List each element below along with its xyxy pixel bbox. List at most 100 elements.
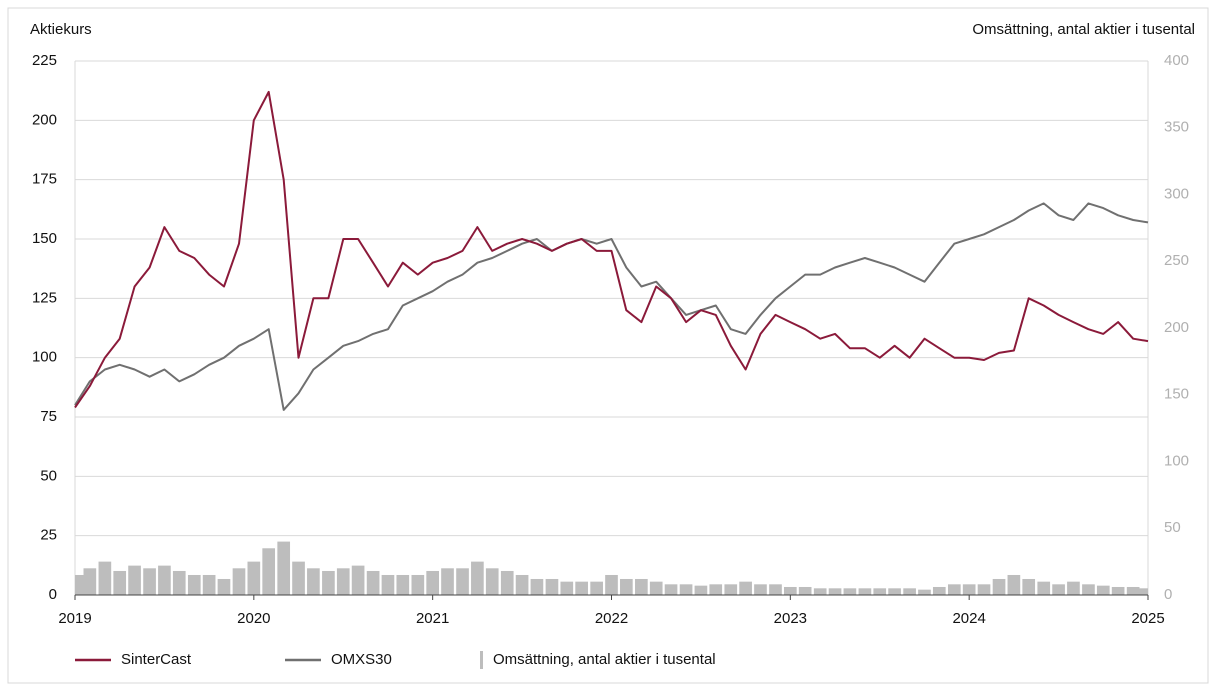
y-tick-label: 150: [32, 230, 57, 247]
x-tick-label: 2022: [595, 610, 628, 627]
y2-tick-label: 0: [1164, 586, 1172, 603]
y-tick-label: 200: [32, 111, 57, 128]
volume-bar: [485, 568, 499, 595]
volume-bar: [292, 561, 305, 595]
y2-tick-label: 100: [1164, 452, 1189, 469]
x-tick-label: 2024: [952, 610, 985, 627]
legend-swatch: [480, 651, 483, 669]
legend-label: SinterCast: [121, 651, 192, 668]
y2-tick-label: 50: [1164, 519, 1181, 536]
volume-bar: [620, 578, 633, 595]
legend-label: Omsättning, antal aktier i tusental: [493, 651, 716, 668]
volume-bar: [888, 588, 901, 595]
volume-bar: [739, 581, 752, 595]
volume-bar: [1126, 586, 1140, 595]
y2-axis-label: Omsättning, antal aktier i tusental: [972, 21, 1195, 38]
volume-bar: [783, 586, 797, 595]
volume-bar: [1037, 581, 1051, 595]
volume-bar: [187, 574, 201, 595]
volume-bar: [694, 585, 708, 595]
y2-tick-label: 400: [1164, 52, 1189, 69]
volume-bar: [575, 581, 588, 595]
volume-bar: [590, 581, 603, 595]
y2-tick-label: 300: [1164, 185, 1189, 202]
y-tick-label: 125: [32, 289, 57, 306]
y2-tick-label: 250: [1164, 252, 1189, 269]
volume-bar: [441, 568, 454, 595]
y-tick-label: 225: [32, 52, 57, 69]
volume-bar: [158, 565, 171, 595]
volume-bar: [977, 584, 991, 595]
volume-bar: [143, 568, 156, 595]
volume-bar: [664, 584, 678, 595]
volume-bar: [605, 574, 618, 595]
x-tick-label: 2025: [1131, 610, 1164, 627]
x-tick-label: 2020: [237, 610, 270, 627]
volume-bar: [98, 561, 112, 595]
y-tick-label: 25: [40, 527, 57, 544]
volume-bar: [1067, 581, 1080, 595]
volume-bar: [1082, 584, 1095, 595]
price-line: [74, 90, 1149, 409]
volume-bar: [903, 588, 916, 595]
volume-bar: [277, 541, 291, 595]
volume-bar: [828, 588, 842, 595]
volume-bar: [411, 574, 425, 595]
volume-bar: [947, 584, 961, 595]
volume-bar: [1022, 578, 1036, 595]
y-axis-label: Aktiekurs: [30, 21, 92, 38]
volume-bar: [381, 574, 395, 595]
volume-bar: [366, 570, 380, 595]
volume-bar: [649, 581, 663, 595]
volume-bar: [635, 578, 648, 595]
y-tick-label: 175: [32, 171, 57, 188]
volume-bar: [351, 565, 365, 595]
volume-bar: [1111, 586, 1125, 595]
x-tick-label: 2023: [774, 610, 807, 627]
volume-bar: [813, 588, 827, 595]
volume-bar: [322, 570, 335, 595]
y2-tick-label: 150: [1164, 386, 1189, 403]
volume-bar: [172, 570, 186, 595]
volume-bar: [113, 570, 127, 595]
volume-bar: [83, 568, 97, 595]
volume-bar: [471, 561, 484, 595]
x-tick-label: 2021: [416, 610, 449, 627]
volume-bar: [962, 584, 976, 595]
volume-bar: [515, 574, 529, 595]
volume-bar: [128, 565, 141, 595]
volume-bar: [232, 568, 246, 595]
volume-bar: [307, 568, 320, 595]
volume-bar: [992, 578, 1006, 595]
volume-bar: [530, 578, 544, 595]
volume-bar: [1052, 584, 1065, 595]
volume-bar: [843, 588, 857, 595]
y2-tick-label: 200: [1164, 319, 1189, 336]
volume-bar: [456, 568, 469, 595]
volume-bar: [932, 586, 946, 595]
volume-bar: [336, 568, 350, 595]
volume-bar: [396, 574, 410, 595]
volume-bar: [560, 581, 574, 595]
volume-bar: [545, 578, 559, 595]
y-tick-label: 50: [40, 467, 57, 484]
volume-bar: [724, 584, 738, 595]
volume-bar: [262, 548, 276, 595]
y-tick-label: 100: [32, 349, 57, 366]
volume-bar: [918, 589, 931, 595]
volume-bar: [247, 561, 261, 595]
volume-bar: [500, 570, 514, 595]
volume-bar: [1135, 588, 1148, 595]
legend-label: OMXS30: [331, 651, 392, 668]
y-tick-label: 0: [49, 586, 57, 603]
price-line: [74, 202, 1149, 411]
volume-bar: [754, 584, 767, 595]
volume-bar: [426, 570, 440, 595]
y2-tick-label: 350: [1164, 119, 1189, 136]
volume-bar: [1007, 574, 1021, 595]
volume-bar: [709, 584, 723, 595]
x-tick-label: 2019: [58, 610, 91, 627]
volume-bar: [202, 574, 216, 595]
volume-bar: [1096, 585, 1110, 595]
